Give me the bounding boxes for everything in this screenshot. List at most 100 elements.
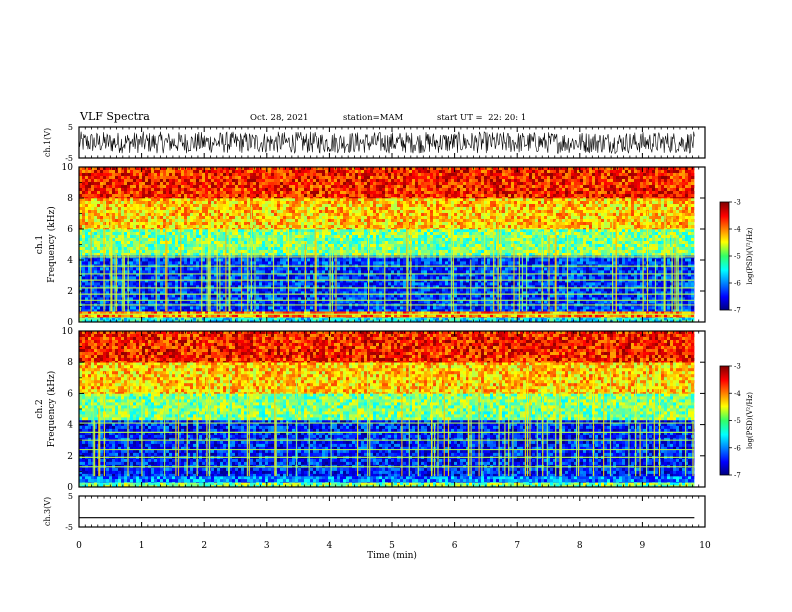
ch1-spectrogram-cell <box>448 306 452 310</box>
ch1-spectrogram-cell <box>613 282 617 286</box>
ch1-spectrogram-cell <box>460 273 464 277</box>
ch1-spectrogram-cell <box>301 261 305 265</box>
ch1-spectrogram-cell <box>226 258 230 262</box>
ch1-spectrogram-cell <box>529 276 533 280</box>
ch1-spectrogram-cell <box>82 320 86 322</box>
ch1-spectrogram-cell <box>112 317 116 318</box>
ch1-spectrogram-cell <box>652 270 656 274</box>
ch1-spectrogram-cell <box>214 276 218 280</box>
ch1-spectrogram-cell <box>193 285 197 289</box>
ch1-spectrogram-cell <box>148 273 152 277</box>
ch1-spectrogram-cell <box>148 288 152 292</box>
ch1-spectrogram-cell <box>256 291 260 295</box>
ch1-spectrogram-cell <box>289 285 293 289</box>
ch1-spectrogram-cell <box>169 285 173 289</box>
ch1-spectrogram-cell <box>385 314 389 318</box>
ch1-spectrogram-cell <box>181 309 185 312</box>
ch1-spectrogram-cell <box>172 314 176 318</box>
ch1-spectrogram-cell <box>448 300 452 304</box>
ch1-spectrogram-cell <box>568 288 572 292</box>
ch1-spectrogram-cell <box>262 276 266 280</box>
ch1-spectrogram-cell <box>448 279 452 283</box>
ch1-spectrogram-cell <box>679 317 683 321</box>
ch1-spectrogram-cell <box>244 300 248 304</box>
ch1-spectrogram-cell <box>118 291 122 295</box>
ch1-spectrogram-cell <box>133 297 137 301</box>
ch1-spectrogram-cell <box>505 314 509 318</box>
ch1-spectrogram-cell <box>307 320 311 322</box>
ch1-spectrogram-cell <box>631 320 635 322</box>
ch1-spectrogram-cell <box>220 276 224 280</box>
ch1-spectrogram-cell <box>511 291 515 295</box>
ch1-spectrogram-cell <box>376 306 380 310</box>
ch1-spectrogram-cell <box>640 306 644 310</box>
ch1-spectrogram-cell <box>601 267 605 271</box>
ch1-spectrogram-cell <box>259 294 263 298</box>
ch1-spectrogram-cell <box>610 285 614 289</box>
ch1-spectrogram-cell <box>526 291 530 295</box>
ch1-spectrogram-cell <box>610 314 614 318</box>
ch1-spectrogram-cell <box>346 300 350 304</box>
ch1-spectrogram-cell <box>145 294 149 298</box>
ch1-spectrogram-cell <box>139 309 143 312</box>
ch1-spectrogram-cell <box>163 300 167 304</box>
ch1-spectrogram-cell <box>658 300 662 304</box>
ch1-spectrogram-cell <box>442 279 446 283</box>
ch1-spectrogram-cell <box>166 314 170 318</box>
ch1-spectrogram-cell <box>232 267 236 271</box>
ch1-spectrogram-cell <box>580 306 584 310</box>
ch1-spectrogram-cell <box>232 288 236 292</box>
ch1-spectrogram-cell <box>556 261 560 265</box>
ch1-spectrogram-cell <box>553 294 557 298</box>
ch1-spectrogram-cell <box>487 317 491 321</box>
ch1-spectrogram-cell <box>163 309 167 312</box>
ch1-spectrogram-cell <box>361 261 365 265</box>
ch1-spectrogram-cell <box>577 270 581 274</box>
ch1-spectrogram-cell <box>475 320 479 322</box>
ch1-spectrogram-cell <box>175 270 179 274</box>
ch1-spectrogram-cell <box>481 279 485 283</box>
start-time-label: start UT = 22: 20: 1 <box>437 113 526 123</box>
ch1-spectrogram-cell <box>577 297 581 301</box>
ch1-spectrogram-cell <box>574 297 578 301</box>
ch1-spectrogram-cell <box>340 317 344 318</box>
ch1-spectrogram-cell <box>265 258 269 262</box>
ch1-spectrogram-cell <box>358 314 362 318</box>
ch1-spectrogram-cell <box>571 288 575 292</box>
ch1-spectrogram-cell <box>406 314 410 318</box>
ch1-spectrogram-cell <box>172 273 176 277</box>
ch1-spectrogram-cell <box>577 279 581 283</box>
ch1-spectrogram-cell <box>292 270 296 274</box>
ch1-spectrogram-cell <box>694 288 695 292</box>
ch1-spectrogram-cell <box>445 273 449 277</box>
ch1-spectrogram-cell <box>502 317 506 318</box>
ch1-spectrogram-cell <box>310 320 314 322</box>
ch1-spectrogram-cell <box>481 267 485 271</box>
ch1-spectrogram-cell <box>145 317 149 321</box>
ch1-spectrogram-cell <box>694 270 695 274</box>
ch1-spectrogram-cell <box>412 267 416 271</box>
ch1-spectrogram-cell <box>685 320 689 322</box>
ch1-spectrogram-cell <box>211 311 215 315</box>
ch1-spectrogram-cell <box>403 285 407 289</box>
ch1-spectrogram-cell <box>448 261 452 265</box>
ch1-spectrogram-cell <box>532 294 536 298</box>
ch1-spectrogram-cell <box>694 303 695 307</box>
ch1-spectrogram-cell <box>241 320 245 322</box>
ch1-spectrogram-cell <box>589 279 593 283</box>
ch1-spectrogram-cell <box>421 267 425 271</box>
ch1-spectrogram-cell <box>679 282 683 286</box>
ch1-spectrogram-cell <box>517 261 521 265</box>
ch1-spectrogram-cell <box>271 297 275 301</box>
ch1-spectrogram-cell <box>187 276 191 280</box>
ch1-spectrogram-cell <box>652 285 656 289</box>
ch1-spectrogram-cell <box>688 270 692 274</box>
ch1-spectrogram-cell <box>355 273 359 277</box>
ch1-spectrogram-cell <box>133 317 137 318</box>
ch1-spectrogram-cell <box>643 279 647 283</box>
ch1-spectrogram-cell <box>577 317 581 321</box>
ch1-spectrogram-cell <box>142 300 146 304</box>
ch1-spectrogram-cell <box>133 288 137 292</box>
ch1-spectrogram-cell <box>586 279 590 283</box>
ch1-spectrogram-cell <box>178 282 182 286</box>
